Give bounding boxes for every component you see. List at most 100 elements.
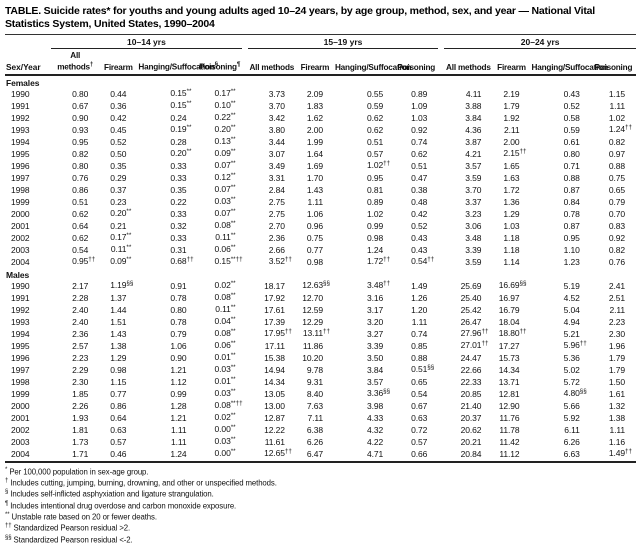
rate-cell: 5.02 <box>531 364 591 376</box>
rate-cell: 1.81 <box>51 424 99 436</box>
rate-value: 11.42 <box>499 436 520 447</box>
rate-cell: 12.70 <box>296 292 334 304</box>
rate-value: 4.80 <box>563 387 580 398</box>
rate-value: 1.38 <box>110 340 127 351</box>
rate-cell: 4.21 <box>444 148 492 160</box>
rate-value: 0.95 <box>72 136 89 147</box>
year-cell: 1993 <box>11 124 30 135</box>
rate-value: 12.90 <box>498 400 520 411</box>
rate-cell: 0.92 <box>591 232 636 244</box>
rate-cell: 5.92 <box>531 412 591 424</box>
rate-cell: 12.22 <box>248 424 296 436</box>
rate-value: 13.05 <box>264 388 285 399</box>
rate-cell: 0.67 <box>394 400 438 412</box>
year-cell: 1991 <box>11 100 30 111</box>
rate-cell: 1.38 <box>99 340 137 352</box>
rate-value: 0.57 <box>366 148 384 159</box>
rate-cell: 1.24 <box>334 244 394 256</box>
rate-cell: 0.64 <box>51 220 99 232</box>
rate-cell: 3.87 <box>444 136 492 148</box>
rate-value: 3.98 <box>366 400 384 411</box>
rate-cell: 0.78 <box>137 316 197 328</box>
rate-value: 27.96 <box>460 327 482 338</box>
rate-value: 1.83 <box>306 100 323 111</box>
rate-cell: 1.02†† <box>366 159 391 170</box>
rate-value: 13.71 <box>498 376 520 387</box>
rate-value: 0.04 <box>214 315 231 326</box>
rate-value: 0.85 <box>411 340 428 351</box>
rate-value: 0.79 <box>608 196 625 207</box>
rate-value: 1.49 <box>411 280 428 291</box>
rate-value: 3.37 <box>465 196 482 207</box>
rate-cell: 27.96†† <box>460 327 489 338</box>
rate-cell: 17.11 <box>248 340 296 352</box>
rate-value: 13.11 <box>302 327 323 338</box>
rate-cell: 17.27 <box>492 340 530 352</box>
footnote-marker: § <box>5 489 9 496</box>
rate-value: 1.36 <box>503 196 520 207</box>
rate-cell: 0.99 <box>137 388 197 400</box>
rate-cell: 0.20** <box>110 207 132 218</box>
rate-value: 1.11 <box>411 316 428 327</box>
rate-cell: 2.66 <box>248 244 296 256</box>
rate-cell: 2.36 <box>248 232 296 244</box>
rate-value: 14.34 <box>498 364 520 375</box>
rate-cell: 1.11 <box>394 316 438 328</box>
rate-cell: 0.76 <box>591 256 636 268</box>
rate-cell: 11.76 <box>492 412 530 424</box>
table-row: 1997 2.29 0.98 1.21 0.03** 14.94 9.78 3.84 0.51§… <box>5 364 636 376</box>
rate-cell: 0.08** <box>214 291 236 302</box>
rate-cell: 1.11 <box>591 100 636 112</box>
rate-value: 1.26 <box>411 292 428 303</box>
age-group-header: 15–19 yrs <box>247 34 439 49</box>
rate-value: 4.22 <box>366 436 384 447</box>
year-cell: 2000 <box>11 208 30 219</box>
rate-value: 0.74 <box>411 328 428 339</box>
rate-value: 0.00 <box>214 423 231 434</box>
year-cell: 1998 <box>11 376 30 387</box>
rate-value: 0.09 <box>214 147 231 158</box>
year-cell: 2003 <box>11 436 30 447</box>
rate-value: 17.39 <box>264 316 285 327</box>
rate-value: 0.33 <box>170 232 187 243</box>
rate-cell: 18.04 <box>492 316 530 328</box>
column-spacer <box>438 447 445 463</box>
rate-cell: 0.77 <box>296 244 334 256</box>
rate-value: 2.40 <box>72 304 89 315</box>
rate-cell: 15.38 <box>248 352 296 364</box>
rate-cell: 17.95†† <box>264 327 292 338</box>
column-header: All methods <box>444 48 493 76</box>
rate-cell: 0.03** <box>214 435 236 446</box>
rate-value: 1.85 <box>72 388 89 399</box>
rate-value: 6.38 <box>306 424 323 435</box>
rate-value: 1.93 <box>72 412 89 423</box>
rate-cell: 0.36 <box>99 100 137 112</box>
rate-value: 1.65 <box>503 160 520 171</box>
rate-value: 4.21 <box>465 148 482 159</box>
rate-value: 0.54 <box>411 255 428 266</box>
rate-value: 0.42 <box>411 208 428 219</box>
rate-value: 0.07 <box>214 207 231 218</box>
rate-value: 1.06 <box>170 340 187 351</box>
rate-value: 1.43 <box>110 328 127 339</box>
rate-cell: 3.59 <box>444 256 492 268</box>
rate-cell: 0.12** <box>214 171 236 182</box>
rate-cell: 0.57 <box>99 436 137 448</box>
rate-value: 0.90 <box>170 352 187 363</box>
rate-value: 2.28 <box>72 292 89 303</box>
column-spacer <box>241 34 248 76</box>
rate-value: 0.35 <box>170 184 187 195</box>
rate-cell: 3.84 <box>444 112 492 124</box>
rate-value: 0.88 <box>563 172 580 183</box>
rate-value: 3.27 <box>366 328 384 339</box>
rate-cell: 3.50 <box>334 352 394 364</box>
rate-value: 1.23 <box>563 256 580 267</box>
rate-value: 24.47 <box>460 352 482 363</box>
rate-cell: 0.86 <box>51 184 99 196</box>
rate-cell: 0.65 <box>394 376 438 388</box>
rate-value: 0.22 <box>170 196 187 207</box>
rate-value: 0.03 <box>214 435 231 446</box>
rate-cell: 0.75 <box>591 172 636 184</box>
rate-cell: 15.73 <box>492 352 530 364</box>
rate-cell: 11.86 <box>296 340 334 352</box>
